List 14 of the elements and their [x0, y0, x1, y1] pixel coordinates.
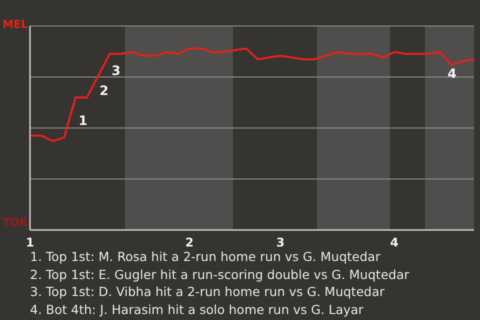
x-tick-label: 4	[390, 236, 398, 250]
text: 4. Bot 4th: J. Harasim hit a solo home run vs G. Layar	[30, 300, 364, 318]
annotation: 4	[446, 67, 458, 83]
annotation: 2	[98, 84, 110, 100]
x-tick-label: 1	[26, 236, 34, 250]
text: 1. Top 1st: M. Rosa hit a 2-run home run vs G. Muqtedar	[30, 248, 382, 266]
annotation: 3	[110, 64, 122, 80]
text: 3. Top 1st: D. Vibha hit a 2-run home run vs G. Muqtedar	[30, 283, 386, 300]
annotation: 1	[77, 114, 89, 130]
text: 2. Top 1st: E. Gugler hit a run-scoring double vs G. Muqtedar	[30, 266, 410, 283]
x-tick-label: 2	[185, 236, 194, 250]
x-tick-label: 3	[276, 236, 285, 250]
text: TOK	[2, 216, 28, 229]
text: MEL	[2, 18, 28, 31]
